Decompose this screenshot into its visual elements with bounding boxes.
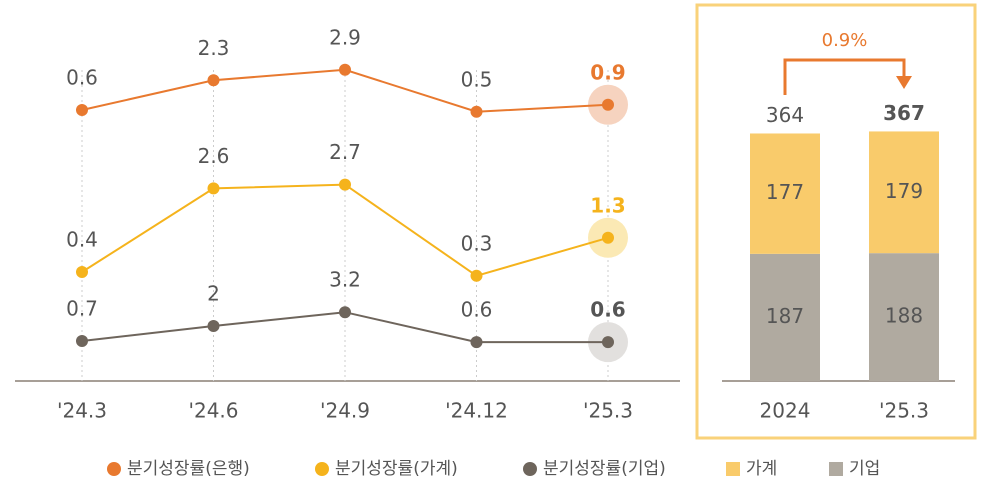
bar-panel (695, 3, 977, 440)
bar-segment (750, 253, 820, 381)
legend-marker (829, 462, 843, 476)
x-tick-label: '24.12 (445, 399, 508, 423)
x-tick-label: '24.3 (57, 399, 107, 423)
x-tick-label: '24.9 (320, 399, 370, 423)
point (76, 104, 88, 116)
x-tick-label: '25.3 (583, 399, 633, 423)
data-label: 0.9 (590, 60, 625, 84)
legend-marker (107, 462, 121, 476)
segment-label: 177 (766, 180, 804, 204)
total-label: 367 (883, 101, 925, 125)
data-label: 2.6 (198, 144, 230, 168)
data-label: 0.5 (461, 67, 493, 91)
bar-segment (750, 133, 820, 254)
bar-segment (869, 253, 939, 381)
point (470, 269, 483, 282)
bar-segment (869, 131, 939, 254)
annotation-arrow (783, 58, 906, 95)
total-label: 364 (766, 103, 804, 127)
point (339, 306, 351, 319)
data-label: 2.3 (198, 36, 230, 60)
data-label: 2.7 (329, 140, 361, 164)
segment-label: 188 (885, 304, 923, 328)
point (76, 266, 88, 278)
data-label: 0.3 (461, 231, 493, 255)
data-label: 0.7 (66, 296, 98, 320)
point (339, 178, 351, 191)
legend-label: 가계 (746, 459, 777, 479)
data-label: 0.4 (66, 228, 98, 252)
data-label: 0.6 (66, 66, 98, 90)
data-label: 0.6 (461, 298, 493, 322)
legend-label: 기업 (849, 459, 880, 479)
point (76, 334, 88, 347)
segment-label: 179 (885, 179, 923, 203)
point (207, 182, 220, 195)
point (470, 105, 483, 118)
arrow-head (896, 76, 912, 89)
legend-label: 분기성장률(은행) (127, 459, 250, 479)
point (602, 98, 614, 111)
data-label: 3.2 (329, 268, 361, 292)
point (602, 231, 614, 244)
x-tick-label: '24.6 (188, 399, 238, 423)
point (207, 74, 220, 87)
legend-marker (315, 462, 329, 476)
data-label: 1.3 (590, 193, 625, 217)
point (207, 320, 220, 332)
legend-marker (726, 462, 740, 476)
point (602, 336, 614, 349)
data-label: 0.6 (590, 298, 625, 322)
point (470, 336, 483, 349)
legend-label: 분기성장률(가계) (335, 459, 458, 479)
x-tick-label: 2024 (760, 399, 811, 423)
data-label: 2.9 (329, 25, 361, 49)
point (339, 63, 351, 76)
legend-label: 분기성장률(기업) (543, 459, 666, 479)
annotation: 0.9% (822, 30, 868, 51)
segment-label: 187 (766, 304, 804, 328)
legend-marker (523, 462, 537, 476)
data-label: 2 (207, 282, 220, 306)
x-tick-label: '25.3 (879, 399, 929, 423)
